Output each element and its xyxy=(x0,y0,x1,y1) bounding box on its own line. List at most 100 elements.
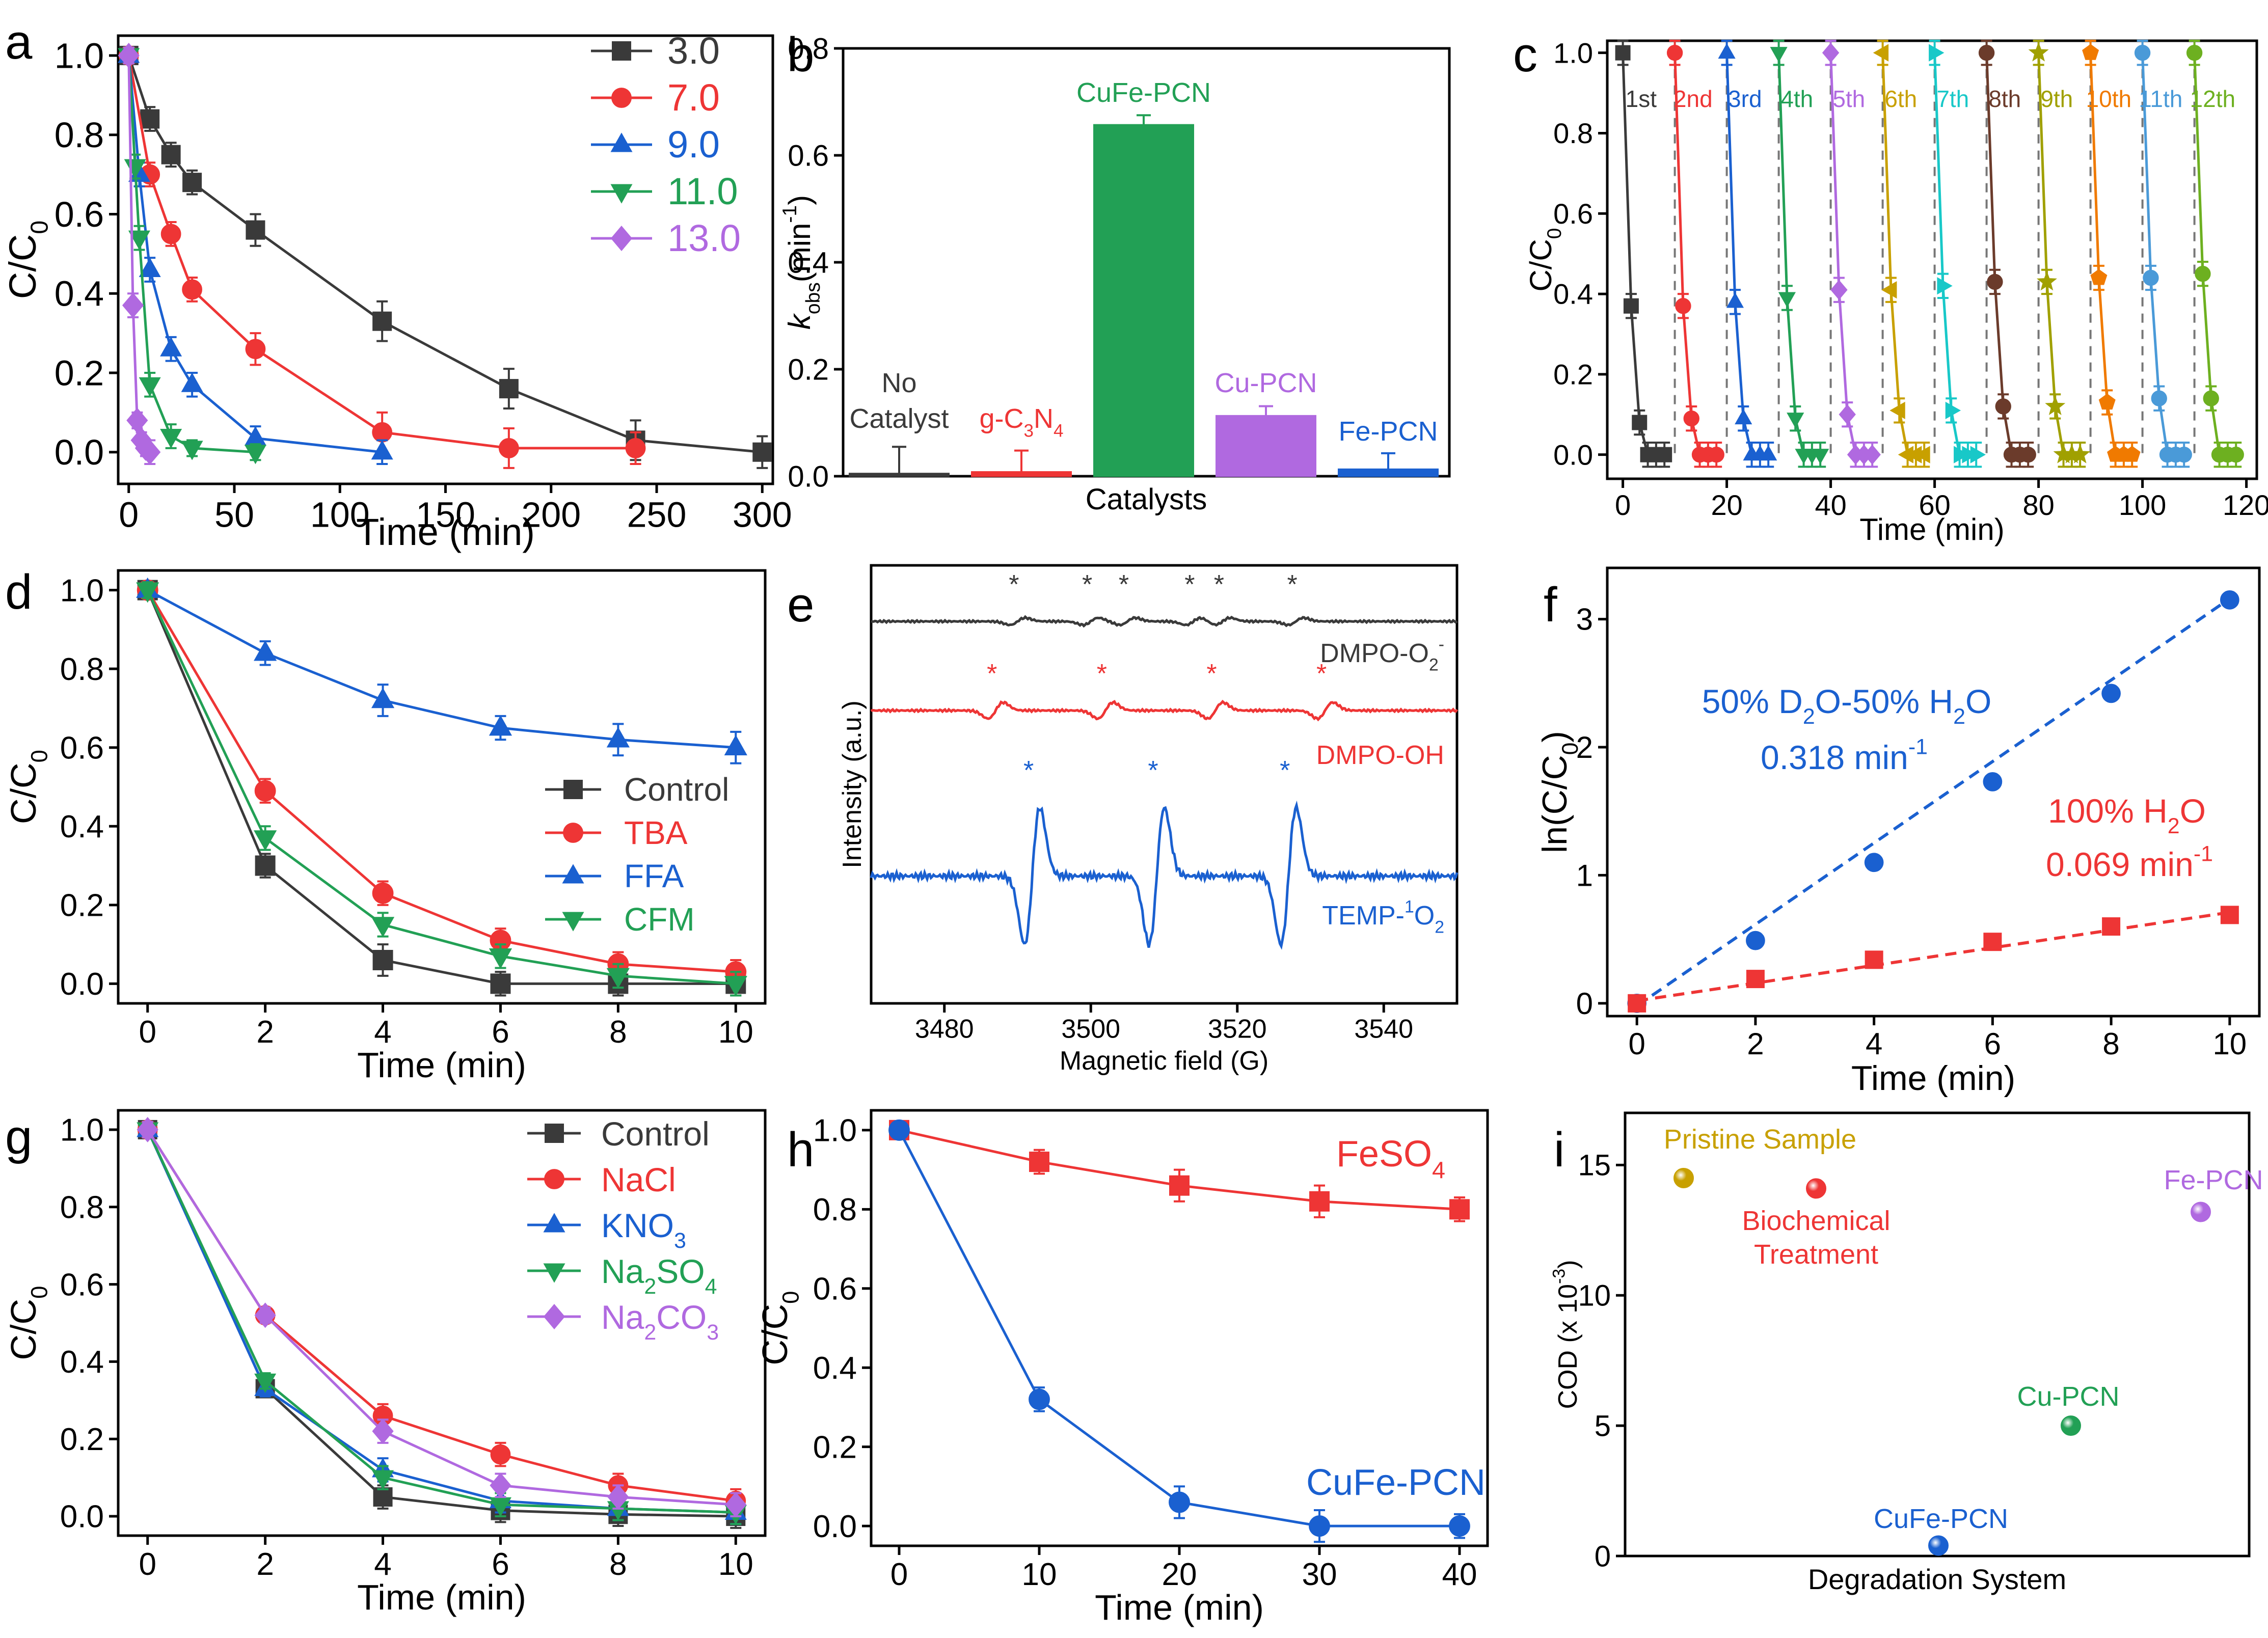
y-tick-label: 0.2 xyxy=(60,1422,104,1457)
y-tick-label: 0 xyxy=(1595,1540,1611,1573)
axes-frame xyxy=(1606,566,2261,1018)
y-axis-title: kobs(min-1) xyxy=(779,195,824,330)
label-part: 0 xyxy=(777,1291,803,1304)
label-part: Na xyxy=(601,1252,644,1290)
x-tick-label: 0 xyxy=(139,1015,156,1050)
legend-marker xyxy=(562,864,584,884)
cycle-point xyxy=(1778,292,1796,308)
peak-marker: * xyxy=(1316,659,1327,689)
data-point-FeSO4 xyxy=(1449,1199,1470,1220)
y-tick-label: 10 xyxy=(1578,1279,1611,1313)
data-point-13.0 xyxy=(139,439,161,465)
cycle-point xyxy=(1987,274,2003,290)
cycle-line-6th xyxy=(1881,52,1925,456)
y-tick-label: 0.8 xyxy=(1553,117,1593,149)
series-line-CFM xyxy=(146,589,736,985)
x-tick-label: 6 xyxy=(1984,1027,2001,1061)
data-point-NaCl xyxy=(490,1444,511,1465)
label-part: ) xyxy=(1553,1260,1583,1269)
legend-label: CFM xyxy=(624,901,695,938)
data-point-7.0 xyxy=(625,438,646,458)
label-part: Na xyxy=(601,1298,644,1336)
cycle-point xyxy=(1881,281,1897,299)
x-tick-label: 0 xyxy=(890,1557,908,1592)
label-part: k xyxy=(782,313,817,330)
data-point-Control xyxy=(490,973,511,994)
data-point-3.0 xyxy=(182,173,202,193)
x-tick-label: 2 xyxy=(256,1015,274,1050)
y-axis-title: Intensity (a.u.) xyxy=(838,700,867,868)
cycle-point xyxy=(1726,292,1744,308)
legend-label: KNO3 xyxy=(601,1207,686,1253)
y-axis-title: ln(C/C0) xyxy=(1535,731,1583,853)
data-point-50% D2O-50% H2O xyxy=(1746,931,1765,950)
y-axis-title: C/C0 xyxy=(2,221,53,299)
cycle-line-10th xyxy=(2089,52,2132,456)
x-tick-label: 4 xyxy=(374,1547,391,1582)
label-part: -1 xyxy=(1908,734,1928,759)
cycle-point xyxy=(1937,277,1953,295)
cycle-point xyxy=(1945,401,1961,419)
x-tick-label: 4 xyxy=(1866,1027,1882,1061)
peak-marker: * xyxy=(1287,570,1297,599)
label-part: O-50% H xyxy=(1815,683,1953,720)
label-part: C/C xyxy=(755,1304,795,1366)
annotation: 100% H2O xyxy=(2048,792,2206,838)
cycle-point xyxy=(1683,410,1699,427)
data-point-FeSO4 xyxy=(1309,1191,1330,1212)
data-point-50% D2O-50% H2O xyxy=(1864,853,1884,872)
legend-label: 3.0 xyxy=(667,30,720,72)
label-part: SO xyxy=(656,1252,705,1290)
y-tick-label: 15 xyxy=(1578,1149,1611,1182)
label-part: 100% H xyxy=(2048,792,2168,830)
bar-g-C3N4 xyxy=(971,471,1072,477)
y-tick-label: 2 xyxy=(1576,730,1593,765)
cycle-label: 11th xyxy=(2139,86,2182,112)
x-tick-label: 40 xyxy=(1442,1557,1477,1592)
series-line-Control xyxy=(146,589,736,985)
cycle-point xyxy=(2070,444,2091,463)
x-tick-label: 100 xyxy=(2119,489,2166,521)
x-tick-label: 3520 xyxy=(1208,1014,1267,1044)
data-point-3.0 xyxy=(161,145,181,165)
point-label: Treatment xyxy=(1754,1239,1878,1270)
label-part: O xyxy=(1414,901,1435,931)
epr-trace-TEMP-1O2 xyxy=(870,800,1459,950)
label-part: 3 xyxy=(674,1229,686,1253)
data-point-7.0 xyxy=(498,438,519,458)
data-point-100% H2O xyxy=(2102,917,2121,936)
fit-line-100% H2O xyxy=(1636,911,2230,1002)
x-tick-label: 50 xyxy=(214,495,254,535)
peak-marker: * xyxy=(1023,756,1034,785)
legend-marker xyxy=(611,88,632,108)
peak-marker: * xyxy=(1184,570,1195,599)
cycle-point xyxy=(1675,298,1691,314)
y-tick-label: 0.2 xyxy=(60,888,104,923)
legend-label: Na2SO4 xyxy=(601,1252,717,1299)
data-point-11.0 xyxy=(128,230,150,250)
x-tick-label: 20 xyxy=(1711,489,1742,521)
data-marks xyxy=(118,40,2244,1556)
data-point-Na2SO4 xyxy=(254,1373,277,1393)
cycle-point xyxy=(2090,269,2108,285)
data-point-7.0 xyxy=(160,224,181,244)
x-axis-title: Degradation System xyxy=(1808,1563,2066,1595)
label-part: 3 xyxy=(1023,421,1034,441)
cycle-point xyxy=(1839,404,1856,425)
y-tick-label: 0.2 xyxy=(1553,358,1593,390)
x-tick-label: 3480 xyxy=(915,1014,974,1044)
label-part: 4 xyxy=(705,1274,717,1299)
label-part: CO xyxy=(656,1298,707,1336)
point-label: Pristine Sample xyxy=(1664,1124,1856,1155)
cycle-point xyxy=(1995,398,2011,415)
data-point-9.0 xyxy=(160,337,182,357)
data-point-Na2CO3 xyxy=(254,1302,276,1328)
y-tick-label: 0.0 xyxy=(788,460,829,493)
cycle-point xyxy=(1929,44,1945,62)
data-point-Na2SO4 xyxy=(372,1470,394,1490)
y-axis-title: C/C0 xyxy=(4,1286,52,1360)
legend-label: Na2CO3 xyxy=(601,1298,719,1345)
label-part: -1 xyxy=(779,205,801,223)
data-point-FFA xyxy=(489,715,512,736)
annotation: 0.069 min-1 xyxy=(2046,841,2213,883)
